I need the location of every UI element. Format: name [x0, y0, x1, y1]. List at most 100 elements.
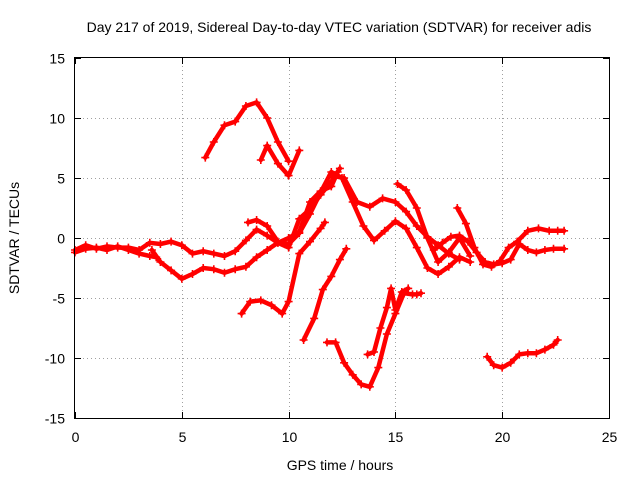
data-point	[220, 121, 229, 130]
data-point	[446, 232, 455, 241]
data-point	[393, 180, 402, 188]
data-point	[340, 174, 349, 182]
data-point	[231, 117, 240, 126]
series-line	[324, 290, 424, 390]
data-point	[378, 194, 387, 203]
data-point	[263, 141, 272, 150]
data-point	[81, 244, 90, 253]
data-point	[273, 138, 282, 146]
data-point	[444, 262, 453, 271]
plot-frame	[74, 57, 610, 419]
data-point	[545, 226, 554, 235]
data-point	[370, 348, 378, 356]
data-point	[340, 358, 349, 367]
data-point	[412, 290, 421, 299]
data-point	[370, 236, 378, 245]
data-point	[209, 265, 218, 274]
data-point	[534, 224, 543, 233]
data-point	[124, 246, 133, 254]
series-track-04	[201, 98, 293, 166]
data-point	[252, 216, 261, 224]
data-point	[177, 241, 186, 250]
data-point	[455, 231, 464, 240]
data-point	[306, 237, 314, 246]
data-point	[489, 361, 498, 370]
data-point	[306, 198, 314, 206]
series-track-09	[323, 289, 425, 391]
data-point	[273, 159, 282, 168]
series-line	[301, 246, 349, 343]
data-point	[483, 352, 492, 361]
y-tick-label: -5	[53, 291, 66, 307]
data-point	[323, 338, 331, 347]
data-point	[532, 349, 541, 358]
data-point	[470, 243, 479, 252]
data-point	[201, 153, 210, 162]
data-point	[335, 255, 344, 264]
series-line	[149, 169, 340, 282]
data-point	[318, 285, 327, 294]
data-point	[316, 188, 325, 197]
y-tick-label: 0	[57, 231, 65, 247]
data-point	[188, 249, 197, 258]
data-point	[188, 270, 197, 278]
data-point	[220, 268, 229, 277]
data-point	[284, 240, 293, 248]
data-point	[363, 350, 372, 359]
data-point	[284, 157, 293, 166]
x-axis-label: GPS time / hours	[287, 457, 394, 473]
x-tick-label: 10	[282, 429, 298, 445]
series-line	[365, 286, 411, 357]
y-tick-label: 5	[57, 171, 65, 187]
data-point	[365, 382, 374, 391]
series-line	[203, 100, 291, 164]
data-point	[256, 296, 265, 305]
data-point	[199, 247, 208, 256]
series-track-05	[256, 141, 304, 180]
data-point	[438, 238, 447, 247]
data-point	[295, 229, 304, 238]
data-point	[444, 248, 453, 257]
data-point	[540, 246, 549, 254]
series-track-07	[237, 218, 329, 318]
data-point	[412, 222, 421, 230]
data-point	[402, 186, 411, 194]
data-point	[256, 156, 265, 164]
data-point	[278, 309, 287, 318]
series-track-08	[299, 244, 351, 344]
data-point	[252, 98, 261, 107]
data-point	[359, 222, 368, 230]
data-point	[92, 243, 101, 252]
data-point	[267, 301, 276, 310]
data-point	[376, 324, 385, 332]
data-point	[263, 114, 272, 122]
data-point	[553, 336, 562, 344]
data-point	[327, 171, 336, 180]
data-point	[453, 204, 462, 212]
data-point	[402, 207, 411, 216]
data-point	[156, 258, 165, 266]
data-point	[342, 244, 351, 253]
data-point	[327, 272, 336, 281]
series-track-14	[453, 204, 569, 271]
data-point	[391, 306, 400, 314]
data-point	[461, 219, 470, 228]
data-point	[423, 234, 432, 242]
grid	[75, 58, 609, 418]
data-point	[147, 246, 156, 254]
y-tick-label: 15	[49, 51, 65, 67]
x-tick-label: 20	[495, 429, 511, 445]
data-point	[397, 288, 406, 296]
data-point	[209, 249, 218, 258]
data-point	[241, 262, 250, 271]
data-point	[145, 252, 154, 260]
series-line	[245, 169, 473, 277]
y-tick-label: -10	[45, 351, 65, 367]
data-point	[156, 240, 165, 248]
data-point	[295, 146, 304, 155]
data-point	[299, 336, 308, 344]
data-point	[327, 182, 336, 191]
data-point	[479, 260, 487, 269]
x-tick-label: 5	[179, 429, 187, 445]
data-point	[365, 202, 374, 211]
